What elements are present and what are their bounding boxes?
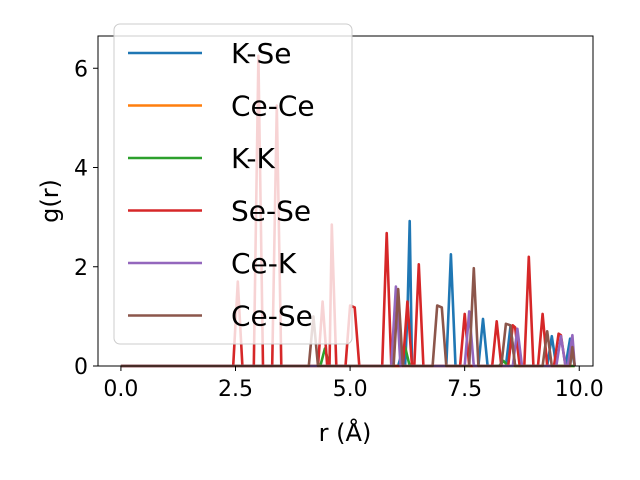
legend-box — [113, 23, 353, 345]
x-tick-label: 5.0 — [333, 377, 368, 402]
series-line-k-se — [120, 219, 576, 368]
y-tick-label: 2 — [74, 256, 88, 281]
legend-entries: K-Se Ce-Ce K-K Se-Se Ce-K Ce-Se — [128, 37, 315, 333]
x-tick-label: 10.0 — [555, 377, 604, 402]
legend-label-ce-k: Ce-K — [231, 247, 297, 280]
legend-label-k-se: K-Se — [231, 37, 292, 70]
legend-label-ce-se: Ce-Se — [231, 300, 313, 333]
y-tick-label: 4 — [74, 157, 88, 182]
legend-label-se-se: Se-Se — [231, 195, 311, 228]
legend-label-ce-ce: Ce-Ce — [231, 90, 315, 123]
y-axis-ticks: 0 2 4 6 — [74, 57, 98, 380]
y-tick-label: 0 — [74, 355, 88, 380]
y-tick-label: 6 — [74, 57, 88, 82]
legend-label-k-k: K-K — [231, 142, 276, 175]
x-tick-label: 0.0 — [103, 377, 138, 402]
x-axis-label: r (Å) — [319, 418, 372, 447]
y-axis-label: g(r) — [36, 179, 64, 223]
x-axis-ticks: 0.0 2.5 5.0 7.5 10.0 — [103, 366, 604, 402]
x-tick-label: 2.5 — [218, 377, 253, 402]
legend: K-Se Ce-Ce K-K Se-Se Ce-K Ce-Se — [113, 23, 353, 345]
x-tick-label: 7.5 — [447, 377, 482, 402]
